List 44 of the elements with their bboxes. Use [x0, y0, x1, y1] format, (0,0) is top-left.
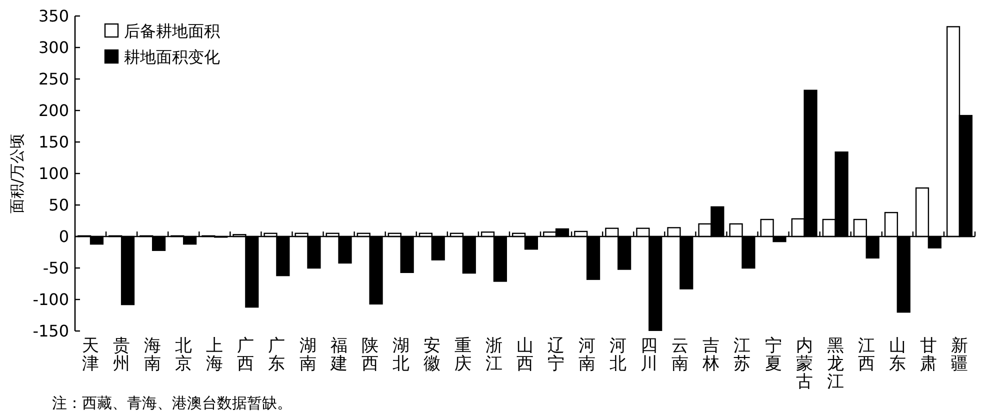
- y-tick-label: 150: [38, 132, 69, 152]
- x-tick-label: 上海: [206, 336, 224, 374]
- y-tick-label: -150: [32, 322, 69, 340]
- x-tick-label: 湖北: [392, 336, 410, 374]
- x-tick-label: 云南: [672, 336, 689, 374]
- x-tick-label: 湖南: [299, 336, 316, 374]
- x-tick-label: 新疆: [950, 336, 968, 374]
- y-tick-label: 50: [48, 196, 69, 214]
- x-tick-label: 陕西: [361, 336, 378, 374]
- y-tick-label: 100: [38, 164, 69, 183]
- y-tick-label: -50: [42, 258, 69, 278]
- x-tick-label: 黑龙江: [826, 336, 844, 392]
- legend-label: 后备耕地面积: [124, 22, 220, 40]
- x-tick-label: 江西: [858, 336, 875, 374]
- x-tick-label: 福建: [329, 336, 348, 374]
- y-tick-label: 350: [38, 6, 69, 26]
- x-tick-label: 广西: [237, 336, 254, 374]
- legend-label: 耕地面积变化: [124, 48, 220, 66]
- x-tick-label: 甘肃: [920, 336, 937, 374]
- y-axis-title: 面积/万公顷: [8, 133, 26, 214]
- x-tick-label: 贵州: [113, 336, 130, 374]
- y-tick-label: 200: [38, 101, 69, 120]
- x-tick-label: 内蒙古: [796, 336, 813, 392]
- x-tick-label: 宁夏: [764, 336, 782, 374]
- x-tick-label: 吉林: [702, 336, 720, 374]
- y-tick-label: 250: [38, 70, 69, 88]
- x-tick-label: 安徽: [423, 336, 440, 374]
- x-tick-label: 海南: [144, 336, 162, 374]
- x-tick-label: 北京: [175, 336, 192, 374]
- y-tick-label: -100: [32, 290, 69, 309]
- x-tick-label: 四川: [640, 336, 658, 374]
- x-tick-label: 广东: [268, 336, 286, 374]
- x-tick-label: 浙江: [485, 336, 502, 374]
- x-tick-label: 山东: [888, 336, 906, 374]
- y-tick-label: 0: [58, 227, 69, 246]
- x-tick-label: 辽宁: [548, 336, 565, 374]
- x-tick-label: 重庆: [454, 336, 472, 374]
- x-tick-label: 江苏: [734, 336, 751, 374]
- x-tick-label: 河北: [610, 336, 627, 374]
- text: 注：西藏、青海、港澳台数据暂缺。: [52, 394, 292, 412]
- x-tick-label: 河南: [578, 336, 596, 374]
- x-tick-label: 天津: [82, 336, 100, 374]
- x-tick-label: 山西: [516, 336, 534, 374]
- y-tick-label: 300: [38, 38, 69, 57]
